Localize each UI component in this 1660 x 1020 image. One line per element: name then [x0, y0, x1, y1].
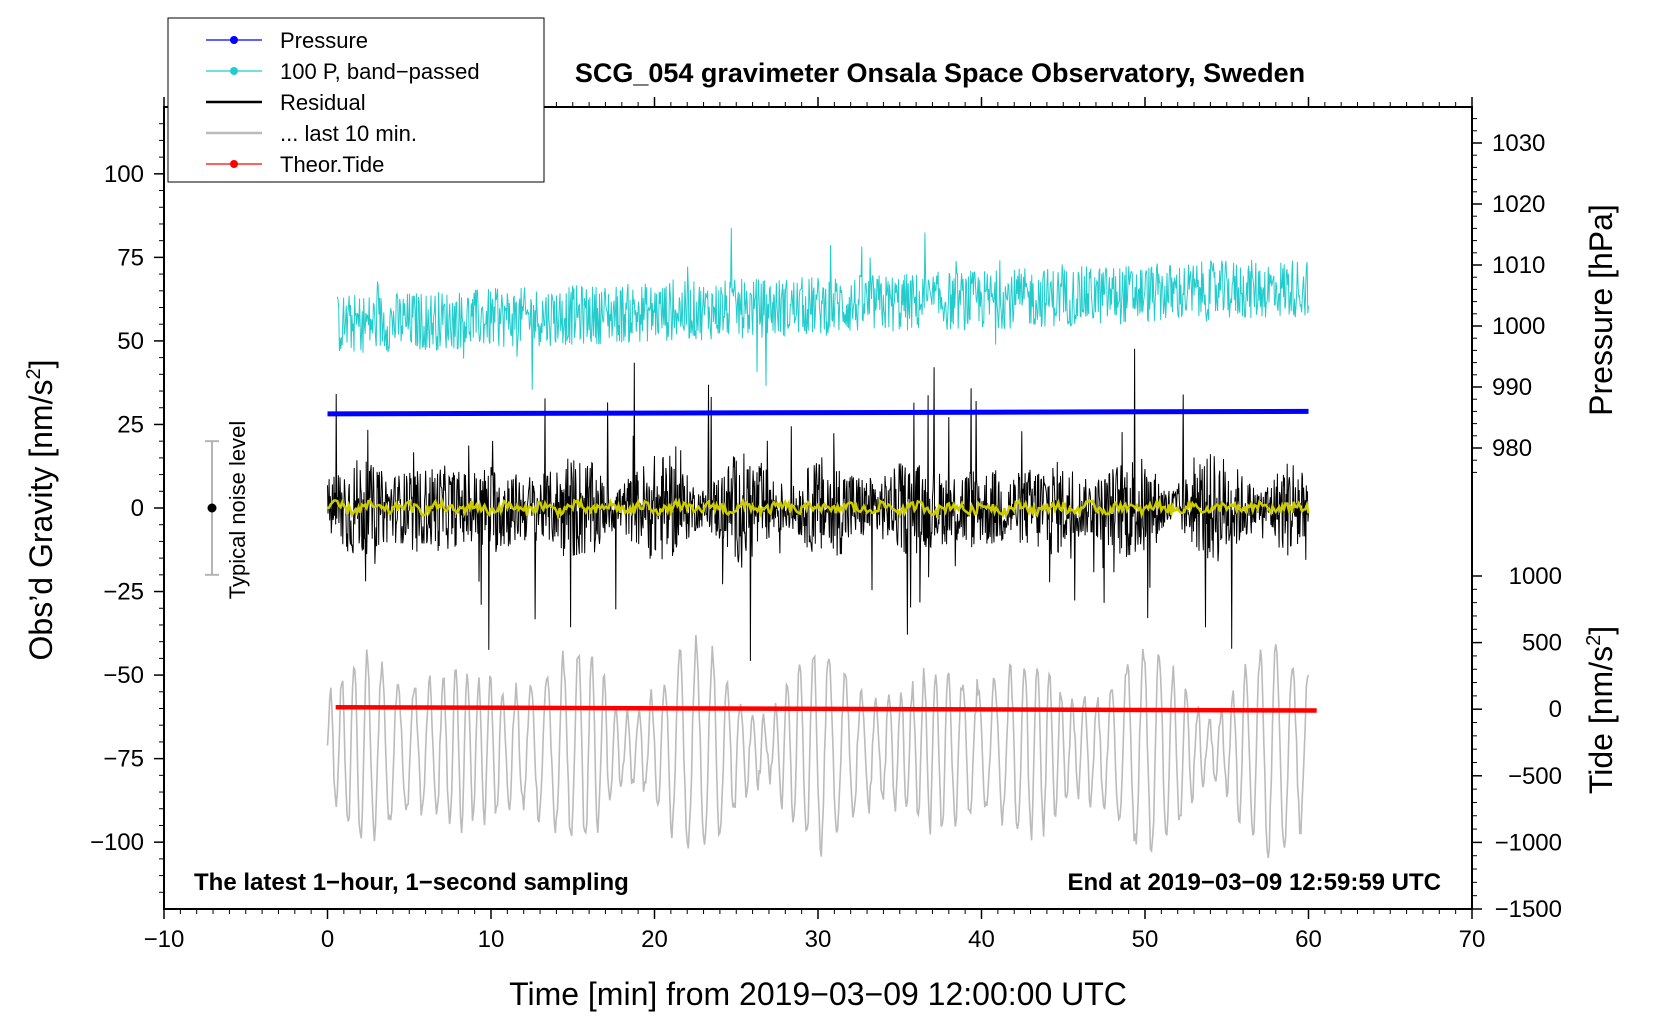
- legend-item: Theor.Tide: [206, 152, 384, 177]
- legend-swatch-dot: [230, 67, 238, 75]
- legend-label: ... last 10 min.: [280, 121, 417, 146]
- series-pressure: [327, 408, 1309, 417]
- y-tick-label-pressure: 1010: [1492, 252, 1545, 279]
- y-axis-title-tide-main: Tide [nm/s: [1583, 646, 1619, 794]
- y-tick-label-left: 100: [104, 161, 144, 188]
- x-tick-label: 60: [1295, 926, 1322, 953]
- legend-label: 100 P, band−passed: [280, 59, 480, 84]
- series-residual-smoothed: [327, 496, 1310, 521]
- x-tick-label: 30: [805, 926, 832, 953]
- legend-item: ... last 10 min.: [206, 121, 417, 146]
- noise-level-dot: [207, 503, 217, 513]
- series-residual: [327, 348, 1309, 661]
- series-last-10-min: [326, 634, 1310, 858]
- noise-level-indicator: Typical noise level: [205, 421, 250, 600]
- legend-items: Pressure 100 P, band−passed Residual ... la…: [206, 28, 480, 177]
- y-tick-label-tide: 500: [1522, 630, 1562, 657]
- y-axis-title-left: Obs’d Gravity [nm/s2]: [23, 360, 59, 661]
- x-axis-title: Time [min] from 2019−03−09 12:00:00 UTC: [509, 976, 1127, 1012]
- bottom-left-note: The latest 1−hour, 1−second sampling: [194, 869, 629, 896]
- y-tick-label-pressure: 1030: [1492, 130, 1545, 157]
- x-tick-label: 70: [1459, 926, 1486, 953]
- y-tick-label-tide: −500: [1508, 763, 1562, 790]
- noise-level-label: Typical noise level: [225, 421, 250, 600]
- y-axis-title-pressure: Pressure [hPa]: [1583, 204, 1619, 416]
- y-axis-title-left-sup: 2: [23, 368, 45, 379]
- legend-item: Pressure: [206, 28, 368, 53]
- legend-swatch-dot: [230, 36, 238, 44]
- series-theor-tide: [335, 704, 1317, 713]
- y-tick-label-tide: −1500: [1495, 896, 1562, 923]
- legend-box: [167, 17, 545, 183]
- y-tick-label-tide: −1000: [1495, 829, 1562, 856]
- legend-item: Residual: [206, 90, 366, 115]
- y-axis-title-tide-close: ]: [1583, 626, 1619, 635]
- x-tick-label: 10: [478, 926, 505, 953]
- y-tick-label-pressure: 990: [1492, 374, 1532, 401]
- legend: Pressure 100 P, band−passed Residual ... la…: [167, 17, 545, 183]
- series-100p-band-passed: [336, 227, 1309, 390]
- y-tick-label-tide: 0: [1549, 696, 1562, 723]
- y-axis-title-left-main: Obs’d Gravity [nm/s: [23, 380, 59, 661]
- y-tick-label-left: −75: [103, 746, 144, 773]
- y-tick-label-left: −25: [103, 579, 144, 606]
- x-tick-label: 50: [1132, 926, 1159, 953]
- y-tick-label-left: 25: [117, 411, 144, 438]
- y-tick-label-pressure: 1000: [1492, 313, 1545, 340]
- x-tick-label: 20: [641, 926, 668, 953]
- x-tick-label: 0: [321, 926, 334, 953]
- x-tick-label: −10: [144, 926, 185, 953]
- legend-label: Theor.Tide: [280, 152, 384, 177]
- legend-item: 100 P, band−passed: [206, 59, 480, 84]
- ticks-layer: −10 0 10 20 30 40 50 60 701007550250−25−50−75−10…: [90, 97, 1562, 953]
- y-tick-label-left: 0: [131, 495, 144, 522]
- bottom-right-note: End at 2019−03−09 12:59:59 UTC: [1067, 869, 1441, 896]
- x-tick-label: 40: [968, 926, 995, 953]
- y-tick-label-left: −50: [103, 662, 144, 689]
- y-axis-title-tide-sup: 2: [1583, 635, 1605, 646]
- y-tick-label-left: 75: [117, 244, 144, 271]
- legend-label: Residual: [280, 90, 366, 115]
- y-axis-title-left-close: ]: [23, 360, 59, 369]
- legend-label: Pressure: [280, 28, 368, 53]
- y-tick-label-left: 50: [117, 328, 144, 355]
- series-layer: [326, 227, 1317, 858]
- legend-swatch-dot: [230, 160, 238, 168]
- y-tick-label-pressure: 980: [1492, 435, 1532, 462]
- y-tick-label-pressure: 1020: [1492, 191, 1545, 218]
- y-axis-title-tide: Tide [nm/s2]: [1583, 626, 1619, 794]
- y-tick-label-tide: 1000: [1509, 563, 1562, 590]
- chart-title: SCG_054 gravimeter Onsala Space Observat…: [575, 58, 1305, 88]
- y-tick-label-left: −100: [90, 829, 144, 856]
